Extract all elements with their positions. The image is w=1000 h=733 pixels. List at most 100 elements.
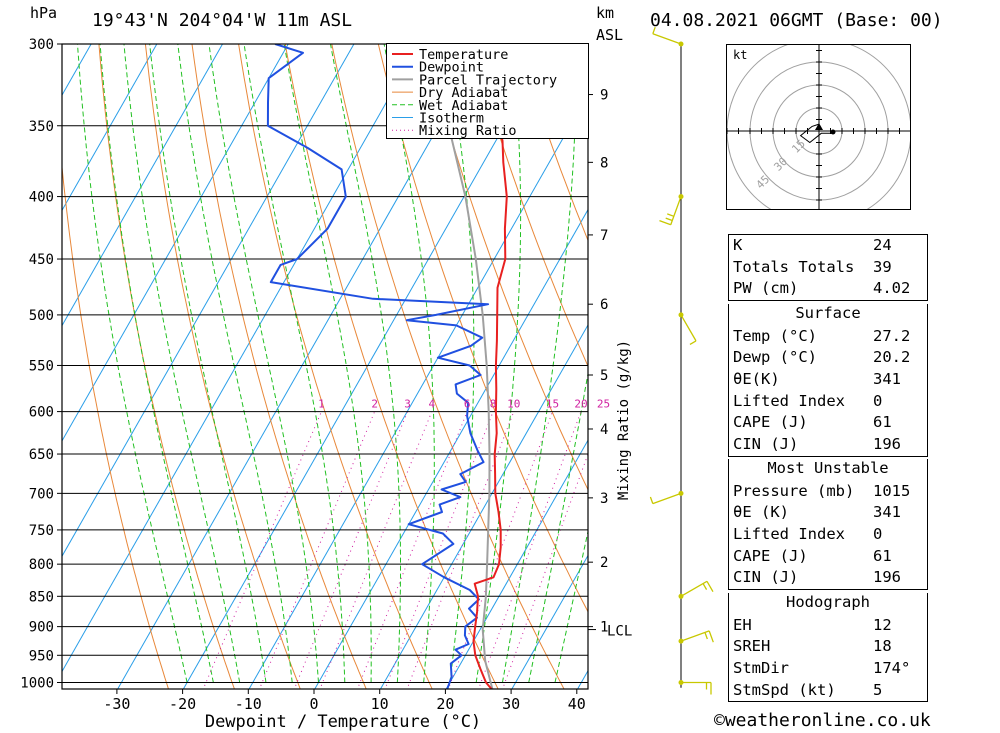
km-unit-label: km <box>596 4 615 22</box>
pressure-tick-label: 700 <box>29 486 54 502</box>
dewpoint-line <box>266 44 490 689</box>
pressure-tick-label: 600 <box>29 405 54 421</box>
mixing-ratio-label: 4 <box>428 398 435 411</box>
index-value: 0 <box>873 391 883 410</box>
wind-barb-flag <box>665 217 673 222</box>
wind-barb-flag <box>689 340 697 345</box>
mixing-ratio-label: 8 <box>490 398 497 411</box>
pressure-tick-label: 950 <box>29 648 54 664</box>
dry-adiabat-line <box>964 7 1000 708</box>
legend-label: Parcel Trajectory <box>419 72 557 88</box>
mixing-ratio-label: 15 <box>546 398 559 411</box>
isotherm-line <box>511 554 588 689</box>
index-label: θE (K) <box>733 503 789 522</box>
index-row: Lifted Index 0 <box>729 524 927 546</box>
hodograph-title: Hodograph <box>786 593 870 611</box>
index-label: EH <box>733 615 752 634</box>
index-value: 174° <box>873 659 911 678</box>
km-tick-label: 5 <box>600 368 608 384</box>
hodograph-ring-label: 30 <box>771 155 790 174</box>
wind-barb-flag <box>704 632 708 640</box>
mixing-ratio-label: 25 <box>597 398 610 411</box>
index-row: CAPE (J) 61 <box>729 412 927 434</box>
copyright-link[interactable]: ©weatheronline.co.uk <box>714 710 931 731</box>
dry-adiabat-line <box>191 44 367 689</box>
mixing-ratio-label: 1 <box>318 398 325 411</box>
wet-adiabat-line <box>149 44 267 683</box>
index-label: Dewp (°C) <box>733 348 817 367</box>
wet-adiabat-line <box>475 44 522 683</box>
wind-barb-flag <box>667 213 675 217</box>
index-row: SREH 18 <box>729 636 927 658</box>
isotherm-line <box>314 208 588 689</box>
km-tick-label: 2 <box>600 555 608 571</box>
mixing-ratio-label: 6 <box>464 398 471 411</box>
mixing-ratio-axis-label: Mixing Ratio (g/kg) <box>616 340 632 500</box>
index-label: Pressure (mb) <box>733 481 855 500</box>
datetime-title: 04.08.2021 06GMT (Base: 00) <box>650 10 943 31</box>
temperature-tick-label: -30 <box>103 695 130 713</box>
temperature-tick-label: 10 <box>371 695 389 713</box>
pressure-tick-label: 500 <box>29 308 54 324</box>
wet-adiabat-line <box>554 529 588 683</box>
storm-motion-marker <box>815 123 823 130</box>
index-value: 196 <box>873 435 901 454</box>
index-row: Pressure (mb) 1015 <box>729 481 927 503</box>
wet-adiabat-line <box>243 44 346 683</box>
dry-adiabat-line <box>62 162 169 689</box>
temperature-tick-label: 20 <box>436 695 454 713</box>
hodograph-ring-label: 15 <box>789 137 808 156</box>
index-label: Totals Totals <box>733 257 855 276</box>
temperature-tick-label: -20 <box>169 695 196 713</box>
index-row: Lifted Index 0 <box>729 391 927 413</box>
index-value: 20.2 <box>873 348 911 367</box>
wind-barb-flag <box>652 26 656 34</box>
mixing-ratio-label: 2 <box>371 398 378 411</box>
index-row: StmDir 174° <box>729 658 927 680</box>
most-unstable-table: Most Unstable Pressure (mb) 1015 θE (K) 341… <box>728 459 928 591</box>
index-row: θE (K) 341 <box>729 502 927 524</box>
index-value: 12 <box>873 615 892 634</box>
isotherm-line <box>62 44 158 212</box>
wet-adiabat-line <box>99 44 214 683</box>
mixing-ratio-line <box>258 411 376 689</box>
surface-title: Surface <box>795 304 861 322</box>
wet-adiabat-line <box>208 44 319 683</box>
index-row: CIN (J) 196 <box>729 567 927 589</box>
index-label: Temp (°C) <box>733 326 817 345</box>
dry-adiabat-line <box>918 7 1000 708</box>
mixing-ratio-line <box>293 411 409 689</box>
pressure-tick-label: 550 <box>29 358 54 374</box>
index-value: 61 <box>873 546 892 565</box>
hodograph-table: Hodograph EH 12 SREH 18 StmDir 174° StmSpd (kt… <box>728 593 928 703</box>
isotherm-line <box>0 0 15 708</box>
plot-frame <box>61 43 589 690</box>
pressure-tick-label: 650 <box>29 447 54 463</box>
isotherm-line <box>445 439 588 689</box>
index-value: 0 <box>873 525 883 544</box>
index-value: 341 <box>873 370 901 389</box>
pressure-tick-label: 850 <box>29 589 54 605</box>
index-row: Dewp (°C) 20.2 <box>729 347 927 369</box>
index-value: 39 <box>873 257 892 276</box>
hodograph-ring-label: 45 <box>754 173 773 192</box>
mixing-ratio-label: 20 <box>574 398 587 411</box>
index-label: CAPE (J) <box>733 413 808 432</box>
index-label: CIN (J) <box>733 568 799 587</box>
wet-adiabat-line <box>383 44 435 683</box>
index-row: K 24 <box>729 235 927 257</box>
wind-barb-shaft <box>680 630 710 642</box>
wind-barb-flag <box>659 220 671 226</box>
basic-indices-table: K 24 Totals Totals 39 PW (cm) 4.02 <box>728 234 928 302</box>
pressure-tick-label: 900 <box>29 620 54 636</box>
index-label: SREH <box>733 637 771 656</box>
dry-adiabat-line <box>144 44 301 689</box>
wind-barb-flag <box>706 580 714 593</box>
index-value: 196 <box>873 568 901 587</box>
dry-adiabat-line <box>238 44 433 689</box>
legend-label: Mixing Ratio <box>419 123 517 138</box>
wet-adiabat-line <box>502 44 577 683</box>
mixing-ratio-label: 10 <box>507 398 520 411</box>
index-value: 1015 <box>873 481 911 500</box>
mixing-ratio-line <box>202 411 322 689</box>
